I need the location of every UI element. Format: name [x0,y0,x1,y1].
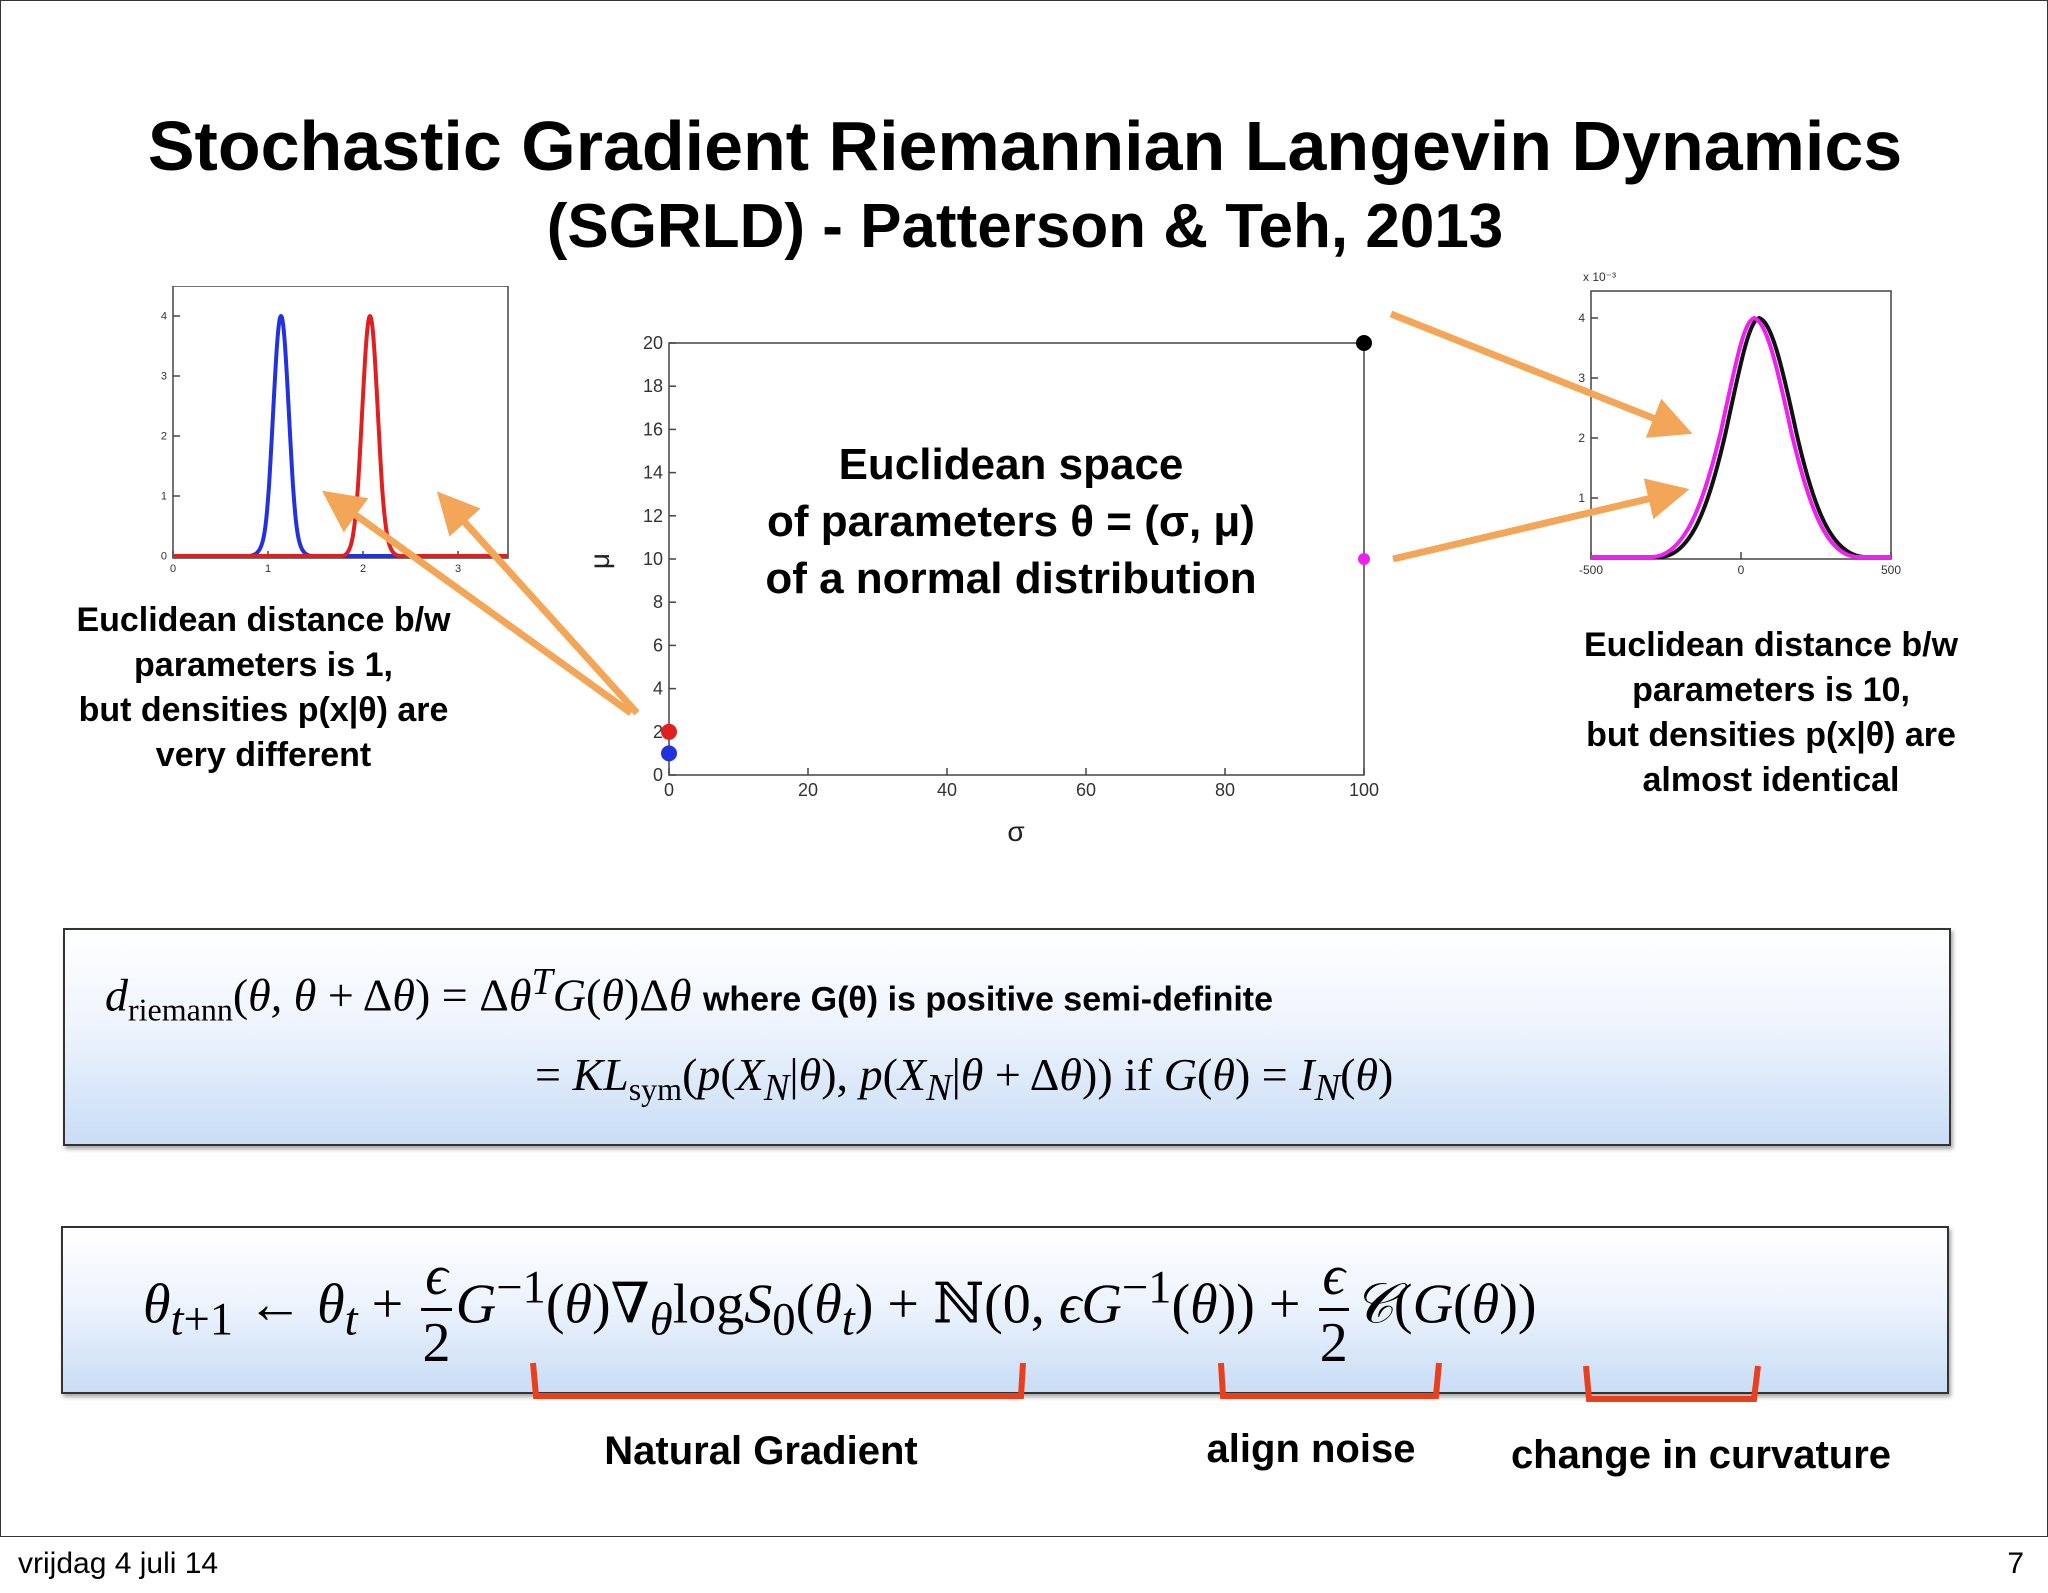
y-tick-label: 20 [643,333,663,353]
x-tick-label: 20 [798,780,818,800]
x-tick-label: 40 [937,780,957,800]
change-in-curvature-label: change in curvature [1510,1433,1892,1477]
parameter-point [1358,553,1370,565]
caption-line: Euclidean distance b/w [1583,626,1959,664]
parameter-point [661,723,677,740]
caption-line: parameters is 1, [134,646,393,684]
footer: vrijdag 4 juli 14 7 [0,1537,2048,1593]
page-number: 7 [2007,1547,2024,1580]
mu-axis-label: μ [586,553,615,569]
parameter-point [1356,335,1372,351]
if-word: if [1124,1049,1153,1100]
x-tick-label: 80 [1215,780,1235,800]
footer-date: vrijdag 4 juli 14 [18,1547,219,1580]
caption-line: of a normal distribution [765,554,1257,603]
y-tick-label: 0 [161,551,167,563]
y-tick-label: 8 [653,592,663,612]
x-tick-label: 60 [1076,780,1096,800]
right-caption: Euclidean distance b/w parameters is 10,… [1551,623,1991,803]
riemann-distance-box: driemann(θ, θ + Δθ) = ΔθTG(θ)Δθ where G(… [63,928,1951,1146]
x-tick-label: 2 [360,563,366,575]
x-tick-label: 1 [265,563,271,575]
y-tick-label: 14 [643,463,663,483]
caption-line: very different [155,736,372,774]
slide-title: Stochastic Gradient Riemannian Langevin … [147,107,1903,185]
arrow-to-magenta-curve [1392,478,1690,563]
parameter-space-caption: Euclidean space of parameters θ = (σ, μ)… [661,436,1361,607]
arrow-to-black-curve [1389,310,1693,438]
x-tick-label: -500 [1579,563,1603,577]
blue-density-curve [173,313,508,558]
caption-line: Euclidean distance b/w [76,601,451,639]
right-density-plot: x 10⁻³ 1 2 3 4 -500 0 500 [1578,270,1901,577]
curvature-brace [1583,1365,1761,1402]
magenta-density-curve [1591,315,1891,559]
arrow-to-blue-curve [321,490,634,716]
y-tick-label: 10 [643,549,663,569]
riemann-distance-equation: driemann(θ, θ + Δθ) = ΔθTG(θ)Δθ where G(… [105,961,1274,1028]
y-tick-label: 0 [653,765,663,785]
y-tick-label: 3 [1578,371,1585,385]
natural-gradient-brace [530,1362,1026,1399]
y-tick-label: 4 [161,311,167,323]
caption-line: but densities p(x|θ) are [1586,716,1956,754]
parameter-space-plot: 0 2 4 6 8 10 12 14 16 18 20 0 20 40 60 80 100 σ μ [586,333,1379,847]
y-tick-label: 2 [1578,431,1585,445]
y-tick-label: 2 [161,431,167,443]
caption-line: parameters is 10, [1632,671,1910,709]
sgrld-update-box: θt+1 ← θt + ϵ 2 G−1(θ)∇θlogS0(θt) + ℕ(0, ϵ… [61,1226,1949,1394]
y-tick-label: 18 [643,376,663,396]
black-density-curve [1591,315,1891,559]
y-tick-label: 3 [161,371,167,383]
y-tick-label: 4 [1578,311,1585,325]
annotation-arrows [321,310,1693,716]
x-tick-label: 0 [1738,563,1745,577]
natural-gradient-label: Natural Gradient [604,1429,918,1473]
slide-subtitle: (SGRLD) - Patterson & Teh, 2013 [546,192,1504,261]
caption-line: but densities p(x|θ) are [78,691,449,729]
sgrld-update-equation: θt+1 ← θt + ϵ 2 G−1(θ)∇θlogS0(θt) + ℕ(0, ϵ… [143,1245,1537,1374]
slide: Stochastic Gradient Riemannian Langevin … [0,0,2048,1537]
align-noise-label: align noise [1206,1427,1416,1471]
term-underbraces [530,1362,1761,1402]
caption-line: of parameters θ = (σ, μ) [767,497,1255,546]
y-tick-label: 2 [653,722,663,742]
parameter-point [661,745,677,762]
y-tick-label: 12 [643,506,663,526]
x-tick-label: 500 [1881,563,1901,577]
y-tick-label: 1 [161,491,167,503]
x-tick-label: 3 [455,563,461,575]
caption-line: Euclidean space [838,440,1184,489]
y-tick-label: 16 [643,419,663,439]
arrow-to-red-curve [436,491,640,716]
x-tick-label: 100 [1349,780,1379,800]
kl-symmetric-equation: = KLsym(p(XN|θ), p(XN|θ + Δθ)) if G(θ) =… [535,1049,1394,1110]
left-caption: Euclidean distance b/w parameters is 1, … [41,598,486,778]
psd-note: where G(θ) is positive semi-definite [702,980,1274,1019]
caption-line: almost identical [1642,761,1900,799]
x-tick-label: 0 [170,563,176,575]
x-tick-label: 0 [664,780,674,800]
y-exponent-label: x 10⁻³ [1583,270,1616,284]
sigma-axis-label: σ [1007,816,1024,847]
y-tick-label: 1 [1578,491,1585,505]
y-tick-label: 6 [653,635,663,655]
align-noise-brace [1218,1362,1442,1399]
y-tick-label: 4 [653,679,663,699]
